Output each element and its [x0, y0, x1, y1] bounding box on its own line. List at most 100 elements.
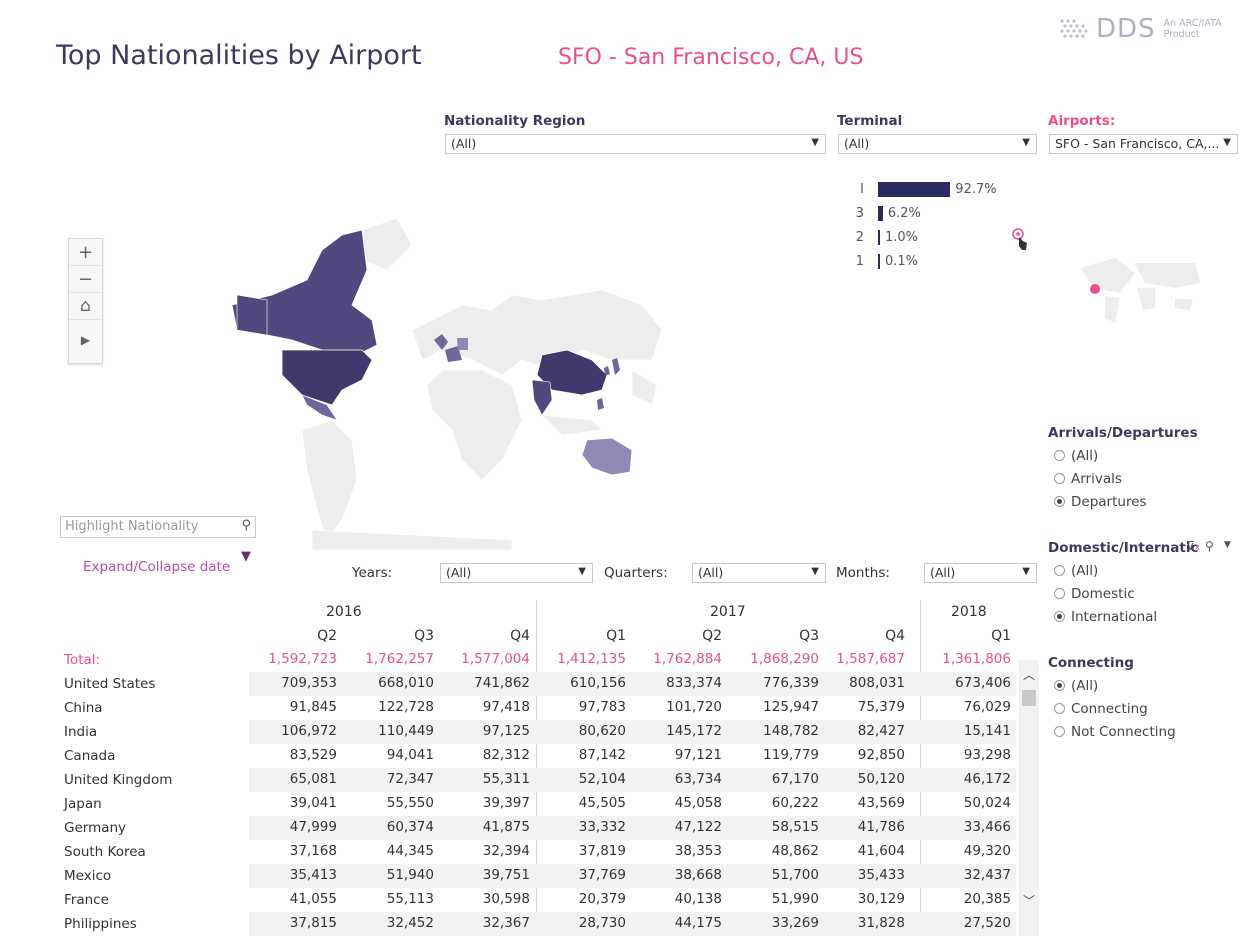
terminal-bar[interactable]: [878, 181, 951, 197]
table-cell: 37,815: [289, 915, 337, 931]
table-row[interactable]: South Korea 37,168 44,345 32,394 37,819 38,35…: [60, 840, 1016, 864]
chevron-down-icon[interactable]: ▼: [1224, 540, 1231, 550]
terminal-bar[interactable]: [878, 205, 883, 221]
domestic-international-option[interactable]: Domestic: [1048, 582, 1198, 605]
total-cell: 1,762,257: [365, 651, 434, 667]
row-nationality: Germany: [64, 820, 127, 836]
table-cell: 32,367: [482, 915, 530, 931]
connecting-option[interactable]: Not Connecting: [1048, 720, 1176, 743]
row-nationality: South Korea: [64, 844, 146, 860]
table-row[interactable]: India 106,972 110,449 97,125 80,620 145,172 14…: [60, 720, 1016, 744]
table-cell: 48,862: [771, 843, 819, 859]
arrivals-departures-option[interactable]: Arrivals: [1048, 467, 1198, 490]
domestic-international-option[interactable]: International: [1048, 605, 1198, 628]
search-icon: ⚲: [241, 518, 251, 533]
table-row[interactable]: United States 709,353 668,010 741,862 610,15…: [60, 672, 1016, 696]
radio-icon[interactable]: [1054, 611, 1065, 622]
terminal-bar-row[interactable]: I 92.7%: [840, 177, 1040, 201]
airport-locator-map: [1080, 258, 1200, 323]
nationality-region-label: Nationality Region: [444, 113, 586, 129]
radio-icon[interactable]: [1054, 565, 1065, 576]
table-row[interactable]: Canada 83,529 94,041 82,312 87,142 97,121 119,…: [60, 744, 1016, 768]
table-cell: 32,437: [963, 867, 1011, 883]
search-icon[interactable]: ⚲: [1205, 539, 1214, 553]
table-cell: 673,406: [955, 675, 1011, 691]
scroll-up-icon[interactable]: ︿: [1023, 668, 1036, 682]
arrivals-departures-option[interactable]: Departures: [1048, 490, 1198, 513]
home-icon[interactable]: ⌂: [69, 293, 102, 320]
airports-value: SFO - San Francisco, CA,...: [1055, 136, 1220, 151]
nationality-region-dropdown[interactable]: (All) ▼: [445, 134, 826, 154]
triangle-down-icon[interactable]: ▼: [241, 549, 251, 564]
radio-icon[interactable]: [1054, 496, 1065, 507]
arrivals-departures-option[interactable]: (All): [1048, 444, 1198, 467]
domestic-international-option-label: International: [1071, 608, 1158, 625]
quarters-dropdown[interactable]: (All) ▼: [692, 563, 826, 583]
table-cell: 41,786: [857, 819, 905, 835]
table-cell: 94,041: [386, 747, 434, 763]
arrivals-departures-filter: Arrivals/Departures (All) Arrivals Departur…: [1048, 425, 1198, 513]
table-row[interactable]: China 91,845 122,728 97,418 97,783 101,720 125…: [60, 696, 1016, 720]
row-nationality: Canada: [64, 748, 116, 764]
months-dropdown[interactable]: (All) ▼: [924, 563, 1037, 583]
table-row[interactable]: Japan 39,041 55,550 39,397 45,505 45,058 60,22…: [60, 792, 1016, 816]
table-cell: 97,418: [482, 699, 530, 715]
table-cell: 72,347: [386, 771, 434, 787]
domestic-international-option[interactable]: (All): [1048, 559, 1198, 582]
terminal-bar-row[interactable]: 3 6.2%: [840, 201, 1040, 225]
zoom-in-button[interactable]: +: [69, 239, 102, 266]
table-row[interactable]: Philippines 37,815 32,452 32,367 28,730 44,17…: [60, 912, 1016, 936]
connecting-option[interactable]: (All): [1048, 674, 1176, 697]
table-scrollbar[interactable]: ︿ ﹀: [1019, 660, 1039, 936]
logo-tagline-line2: Product: [1163, 29, 1200, 40]
zoom-out-button[interactable]: −: [69, 266, 102, 293]
table-cell: 119,779: [763, 747, 819, 763]
radio-icon[interactable]: [1054, 680, 1065, 691]
terminal-bar-label: 1: [855, 253, 864, 269]
table-cell: 67,170: [771, 771, 819, 787]
year-header: 2018: [951, 604, 987, 620]
table-cell: 33,332: [578, 819, 626, 835]
table-cell: 97,125: [482, 723, 530, 739]
play-icon[interactable]: ▶: [80, 333, 91, 347]
terminal-bar-row[interactable]: 1 0.1%: [840, 249, 1040, 273]
table-cell: 47,999: [289, 819, 337, 835]
scrollbar-thumb[interactable]: [1022, 690, 1036, 706]
highlight-nationality-input[interactable]: Highlight Nationality ⚲: [60, 516, 256, 538]
table-cell: 80,620: [578, 723, 626, 739]
table-cell: 776,339: [763, 675, 819, 691]
table-row[interactable]: United Kingdom 65,081 72,347 55,311 52,104 63…: [60, 768, 1016, 792]
table-row[interactable]: France 41,055 55,113 30,598 20,379 40,138 51,9…: [60, 888, 1016, 912]
table-cell: 45,505: [578, 795, 626, 811]
terminal-bar-label: 3: [855, 205, 864, 221]
filter-clear-icon[interactable]: ⊽x: [1186, 539, 1201, 553]
airports-dropdown[interactable]: SFO - San Francisco, CA,... ▼: [1049, 134, 1238, 154]
table-cell: 808,031: [849, 675, 905, 691]
table-row[interactable]: Germany 47,999 60,374 41,875 33,332 47,122 58,…: [60, 816, 1016, 840]
quarters-value: (All): [698, 565, 724, 580]
table-cell: 97,783: [578, 699, 626, 715]
table-cell: 63,734: [674, 771, 722, 787]
table-row[interactable]: Mexico 35,413 51,940 39,751 37,769 38,668 51,7…: [60, 864, 1016, 888]
total-cell: 1,592,723: [268, 651, 337, 667]
radio-icon[interactable]: [1054, 588, 1065, 599]
terminal-dropdown[interactable]: (All) ▼: [838, 134, 1037, 154]
domestic-international-filter: Domestic/Internatic (All) Domestic Internat…: [1048, 540, 1198, 628]
terminal-bar[interactable]: [878, 253, 880, 269]
year-header: 2016: [326, 604, 362, 620]
radio-icon[interactable]: [1054, 450, 1065, 461]
radio-icon[interactable]: [1054, 703, 1065, 714]
scroll-down-icon[interactable]: ﹀: [1023, 894, 1036, 908]
radio-icon[interactable]: [1054, 473, 1065, 484]
logo-text: DDS: [1096, 14, 1156, 44]
connecting-option[interactable]: Connecting: [1048, 697, 1176, 720]
table-cell: 87,142: [578, 747, 626, 763]
quarter-header: Q3: [414, 628, 434, 644]
expand-collapse-date[interactable]: Expand/Collapse date: [83, 559, 231, 575]
table-cell: 20,379: [578, 891, 626, 907]
terminal-bar-row[interactable]: 2 1.0%: [840, 225, 1040, 249]
nationality-world-map[interactable]: [212, 210, 672, 550]
terminal-bar[interactable]: [878, 229, 880, 245]
years-dropdown[interactable]: (All) ▼: [440, 563, 593, 583]
radio-icon[interactable]: [1054, 726, 1065, 737]
